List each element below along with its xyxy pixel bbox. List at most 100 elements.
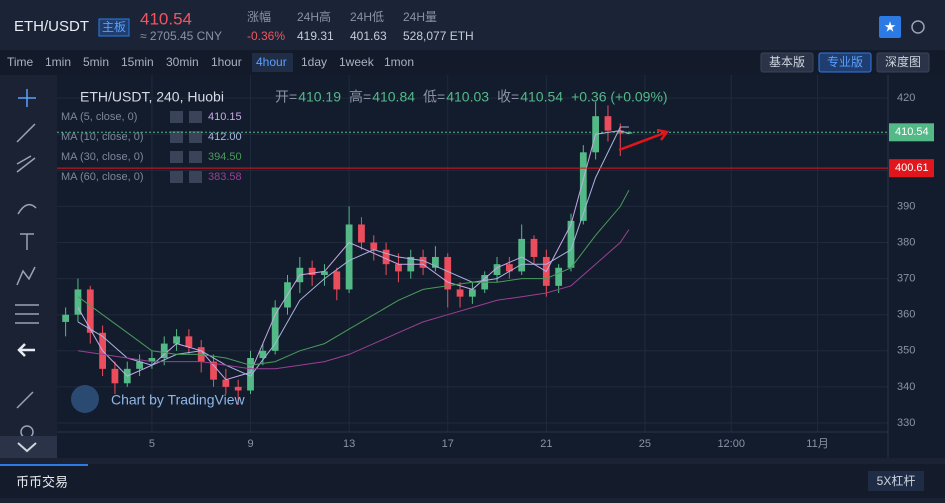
legend-settings[interactable] — [170, 131, 183, 143]
price-cny: ≈ 2705.45 CNY — [140, 29, 222, 43]
legend-value: 412.00 — [208, 131, 242, 143]
view-button[interactable] — [760, 52, 814, 73]
annotation-arrow — [618, 128, 670, 152]
candle-body — [419, 256, 427, 268]
candle-body — [62, 314, 70, 322]
candle-body — [382, 249, 390, 265]
legend-settings[interactable] — [170, 151, 183, 163]
y-tick-label: 340 — [897, 381, 915, 393]
price-tag — [889, 159, 934, 178]
candle-body — [74, 289, 82, 315]
leverage-button[interactable] — [868, 471, 924, 491]
view-label: 深度图 — [885, 54, 921, 69]
back-tool[interactable] — [17, 343, 35, 357]
view-label: 专业版 — [827, 54, 863, 69]
pair: ETH/USDT — [14, 18, 89, 35]
channel-tool[interactable] — [16, 155, 36, 173]
legend-close[interactable] — [189, 171, 202, 183]
drawing-toolbar — [0, 75, 57, 458]
candle-body — [505, 264, 513, 272]
candle-body — [444, 256, 452, 290]
fib-tool[interactable] — [15, 304, 39, 324]
candle-body — [86, 289, 94, 333]
toolbar-toggle[interactable] — [0, 436, 57, 458]
interval[interactable]: 1week — [339, 55, 375, 69]
candle-body — [185, 336, 193, 348]
y-tick-label: 380 — [897, 236, 915, 248]
crosshair-tool[interactable] — [18, 89, 36, 107]
ma-line — [77, 126, 629, 377]
interval[interactable]: 1day — [301, 55, 327, 69]
stat-label: 涨幅 — [247, 9, 271, 24]
ruler-tool[interactable] — [16, 391, 34, 409]
tab-indicator — [0, 464, 88, 466]
candle-body — [333, 271, 341, 290]
stat-label: 24H低 — [350, 10, 384, 24]
star-icon: ★ — [884, 19, 897, 35]
stat-value: -0.36% — [247, 29, 285, 43]
interval[interactable]: 30min — [166, 55, 199, 69]
legend-name: MA (10, close, 0) — [61, 131, 144, 143]
line-tool[interactable] — [16, 123, 36, 143]
text-tool[interactable] — [20, 233, 34, 250]
theme-toggle[interactable] — [911, 20, 925, 34]
interval[interactable]: 5min — [83, 55, 109, 69]
candle-body — [259, 350, 267, 359]
x-tick-label: 5 — [149, 438, 155, 450]
y-tick-label: 350 — [897, 345, 915, 357]
candle-body — [604, 116, 612, 131]
candle-body — [210, 361, 217, 380]
ohlc-label: 收= — [497, 89, 519, 105]
interval: Time — [7, 55, 34, 69]
interval[interactable]: 1mon — [384, 55, 414, 69]
candle-body — [579, 152, 587, 221]
ohlc-value: 410.19 — [298, 89, 341, 105]
top-bar — [0, 0, 945, 50]
y-tick-label: 330 — [897, 417, 915, 429]
pattern-tool[interactable] — [16, 266, 36, 286]
legend-name: MA (5, close, 0) — [61, 111, 137, 123]
candle-body — [432, 256, 439, 268]
legend-close[interactable] — [189, 131, 202, 143]
x-tick-label: 17 — [442, 438, 454, 450]
board-badge — [98, 18, 130, 37]
favorite-button[interactable] — [879, 16, 901, 38]
change: +0.36 (+0.09%) — [571, 89, 668, 105]
view-button[interactable] — [818, 52, 872, 73]
candle-body — [370, 242, 378, 250]
interval[interactable]: 1hour — [211, 55, 242, 69]
candle-body — [555, 267, 563, 286]
legend-settings[interactable] — [170, 111, 183, 123]
tab[interactable]: 币币交易 — [16, 474, 68, 489]
candle-body — [308, 267, 316, 276]
candle-body — [625, 132, 633, 134]
ohlc-label: 高= — [349, 89, 371, 105]
x-tick-label: 12:00 — [717, 438, 745, 450]
legend-value: 383.58 — [208, 171, 242, 183]
ohlc-value: 410.84 — [372, 89, 415, 105]
interval[interactable]: 4hour — [256, 55, 287, 69]
legend-close[interactable] — [189, 151, 202, 163]
legend-settings[interactable] — [170, 171, 183, 183]
candle-body — [111, 368, 119, 384]
candle-body — [518, 238, 526, 272]
candle-body — [222, 379, 230, 387]
y-tick-label: 360 — [897, 309, 915, 321]
y-tick-label: 420 — [897, 92, 915, 104]
x-tick-label: 25 — [639, 438, 651, 450]
y-tick-label: 390 — [897, 200, 915, 212]
view-button[interactable] — [876, 52, 930, 73]
brush-tool[interactable] — [17, 203, 37, 215]
price-tag-label: 410.54 — [895, 126, 929, 138]
interval-active — [252, 53, 293, 72]
y-tick-label: 370 — [897, 273, 915, 285]
stat-label: 24H量 — [403, 10, 437, 24]
candle-body — [321, 271, 328, 276]
interval[interactable]: 15min — [121, 55, 154, 69]
stat-value: 401.63 — [350, 29, 387, 43]
legend-close[interactable] — [189, 111, 202, 123]
candle-body — [234, 386, 242, 391]
stat-label: 24H高 — [297, 9, 331, 24]
candle-body — [567, 220, 575, 268]
interval[interactable]: 1min — [45, 55, 71, 69]
